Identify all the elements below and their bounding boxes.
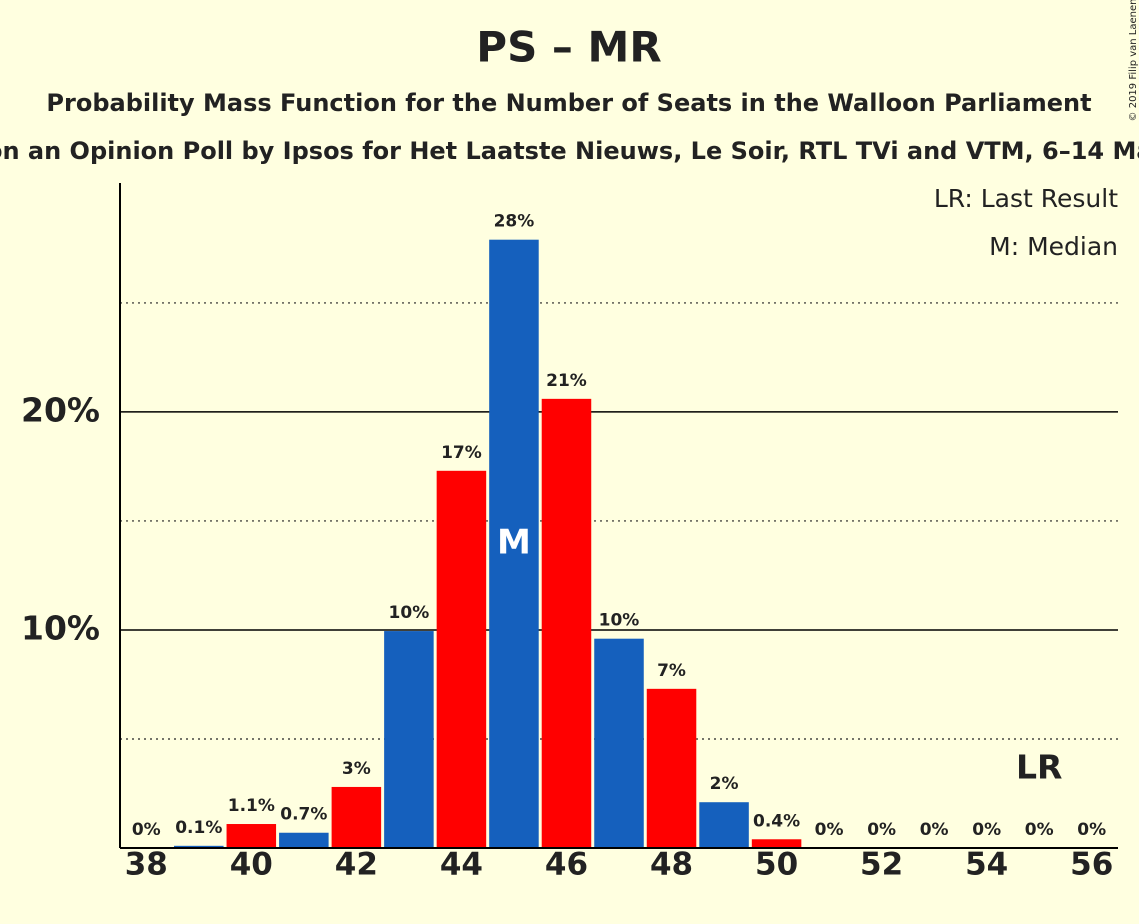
bar	[646, 688, 697, 848]
x-tick-label: 38	[125, 847, 168, 883]
x-tick-label: 44	[440, 847, 483, 883]
bar	[279, 832, 329, 848]
chart-caption: Based on an Opinion Poll by Ipsos for He…	[0, 137, 1139, 165]
y-tick-label: 20%	[21, 390, 100, 429]
bar	[436, 470, 487, 848]
legend-entry: LR: Last Result	[934, 184, 1118, 213]
x-tick-label: 40	[230, 847, 273, 883]
value-label: 21%	[546, 371, 587, 391]
x-tick-label: 42	[335, 847, 378, 883]
value-label: 0%	[920, 820, 949, 840]
value-label: 0%	[867, 820, 896, 840]
legend-entry: M: Median	[989, 232, 1118, 261]
value-label: 10%	[389, 603, 430, 623]
x-tick-label: 46	[545, 847, 588, 883]
bar	[594, 638, 644, 848]
value-label: 0.7%	[280, 805, 327, 825]
value-label: 0%	[972, 820, 1001, 840]
median-marker: M	[497, 522, 531, 562]
value-label: 17%	[441, 443, 482, 463]
x-tick-label: 50	[755, 847, 798, 883]
x-tick-label: 56	[1070, 847, 1113, 883]
bar	[699, 802, 749, 848]
bar	[226, 824, 277, 848]
last-result-marker: LR	[1016, 748, 1062, 787]
value-label: 1.1%	[228, 796, 275, 816]
bar	[541, 398, 592, 848]
chart-subtitle: Probability Mass Function for the Number…	[46, 89, 1091, 117]
bar	[331, 786, 382, 848]
value-label: 2%	[710, 774, 739, 794]
x-tick-label: 54	[965, 847, 1008, 883]
value-label: 28%	[494, 212, 535, 232]
y-tick-label: 10%	[21, 608, 100, 647]
x-tick-label: 52	[860, 847, 903, 883]
value-label: 0%	[1077, 820, 1106, 840]
value-label: 0%	[815, 820, 844, 840]
value-label: 0.1%	[175, 818, 222, 838]
chart-title: PS – MR	[476, 23, 661, 72]
bar	[489, 239, 539, 848]
bar	[174, 845, 224, 848]
value-label: 7%	[657, 661, 686, 681]
value-label: 0.4%	[753, 811, 800, 831]
copyright: © 2019 Filip van Laenen	[1128, 0, 1139, 121]
value-label: 0%	[132, 820, 161, 840]
x-tick-label: 48	[650, 847, 693, 883]
value-label: 10%	[599, 611, 640, 631]
value-label: 3%	[342, 759, 371, 779]
bar	[384, 631, 434, 848]
value-label: 0%	[1025, 820, 1054, 840]
bar	[751, 839, 802, 848]
